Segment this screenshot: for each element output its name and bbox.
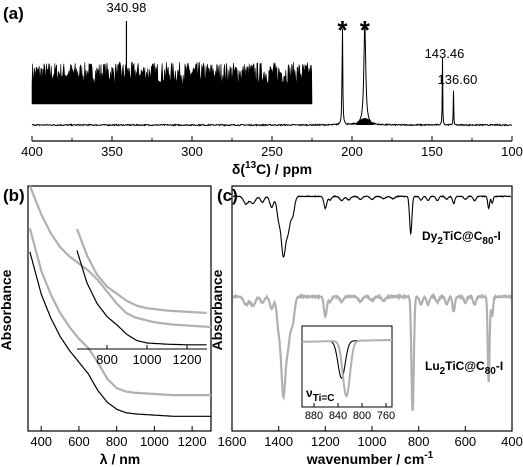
- panel-a-peak-label: *: [360, 15, 371, 45]
- panel-a-tick-label: 200: [341, 144, 363, 159]
- panel-c-inset-tick-label: 880: [305, 410, 323, 422]
- panel-c-series-label-lu: Lu2TiC@C80-I: [425, 359, 503, 377]
- panel-a-label: (a): [3, 4, 24, 23]
- panel-c-inset-trace: [302, 339, 392, 398]
- panel-a-x-axis-label: δ(13C) / ppm: [232, 160, 312, 177]
- panel-b-inset-tick-label: 1200: [173, 352, 202, 367]
- panel-b-tick-label: 400: [30, 434, 52, 449]
- panel-b-trace: [28, 185, 212, 329]
- panel-a-tick-label: 350: [101, 144, 123, 159]
- panel-c-y-axis-label: Absorbance: [209, 269, 225, 350]
- panel-a-broad-base: [355, 118, 374, 125]
- panel-a-main-spectrum-line: [31, 26, 512, 127]
- panel-a-peak-label: *: [337, 15, 348, 45]
- panel-c-inset-tick-label: 840: [329, 410, 347, 422]
- panel-b-inset: 800 1000 1200: [75, 228, 207, 367]
- panel-b-inset-tick-label: 800: [96, 352, 118, 367]
- panel-b-traces: [28, 185, 212, 417]
- panel-a-inset-noise-block: [31, 61, 313, 105]
- panel-c-series-label-dy: Dy2TiC@C80-I: [422, 229, 501, 247]
- panel-c-tick-label: 1000: [358, 434, 387, 449]
- panel-c-tick-label: 1400: [264, 434, 293, 449]
- panel-b-label: (b): [3, 186, 25, 205]
- panel-c-inset: 880 840 800 760 νTi=C: [301, 325, 395, 422]
- panel-b-x-ticks: 400 600 800 1000 1200: [30, 426, 207, 449]
- panel-a-tick-label: 150: [421, 144, 443, 159]
- panel-a-tick-label: 250: [261, 144, 283, 159]
- panel-a-main-trace: [31, 26, 512, 127]
- panel-b-trace: [29, 251, 211, 417]
- panel-b-trace: [28, 228, 211, 397]
- panel-c-inset-tick-label: 760: [377, 410, 395, 422]
- panel-b-plot-frame: [27, 185, 212, 432]
- panel-b-x-axis-label: λ / nm: [100, 451, 140, 467]
- panel-c-x-axis-label: wavenumber / cm-1: [306, 450, 434, 467]
- panel-b-tick-label: 600: [68, 434, 90, 449]
- panel-c-inset-label: νTi=C: [306, 386, 334, 404]
- panel-c-tick-label: 1600: [218, 434, 247, 449]
- panel-a-nmr-spectrum: (a) 400 350 300 250 200 150 100 340.98 * * 143.46…: [3, 0, 523, 177]
- panel-b-tick-label: 1000: [140, 434, 169, 449]
- panel-b-inset-trace: [76, 250, 207, 346]
- panel-a-tick-label: 400: [21, 144, 43, 159]
- panel-a-inset-noise-trace: [31, 21, 313, 105]
- panel-b-y-axis-label: Absorbance: [0, 269, 14, 350]
- panel-a-peak-labels: 340.98 * * 143.46 136.60: [107, 0, 478, 87]
- panel-c-inset-tick-label: 800: [353, 410, 371, 422]
- panel-c-ir-spectrum: (c) 1600 1400 1200 1000 800 600 400 880 840 800 7…: [209, 185, 523, 467]
- panel-c-trace: [232, 292, 512, 412]
- panel-b-uv-vis-spectrum: (b) 400 600 800 1000 1200 800 1000 1200 Absorb…: [0, 185, 212, 467]
- panel-c-x-ticks: 1600 1400 1200 1000 800 600 400: [218, 426, 523, 449]
- panel-c-tick-label: 400: [501, 434, 523, 449]
- panel-a-peak-label: 143.46: [425, 46, 465, 61]
- panel-c-tick-label: 1200: [311, 434, 340, 449]
- panel-c-trace: [232, 194, 512, 258]
- panel-a-x-ticks: 400 350 300 250 200 150 100: [21, 136, 523, 159]
- panel-b-tick-label: 800: [106, 434, 128, 449]
- panel-a-tick-label: 300: [181, 144, 203, 159]
- panel-a-peak-label: 340.98: [107, 0, 147, 15]
- panel-c-traces: [232, 194, 512, 412]
- panel-b-inset-tick-label: 1000: [133, 352, 162, 367]
- panel-c-tick-label: 600: [454, 434, 476, 449]
- panel-a-peak-label: 136.60: [438, 72, 478, 87]
- panel-b-inset-trace: [75, 228, 207, 315]
- panel-c-tick-label: 800: [408, 434, 430, 449]
- panel-b-tick-label: 1200: [178, 434, 207, 449]
- panel-a-tick-label: 100: [501, 144, 523, 159]
